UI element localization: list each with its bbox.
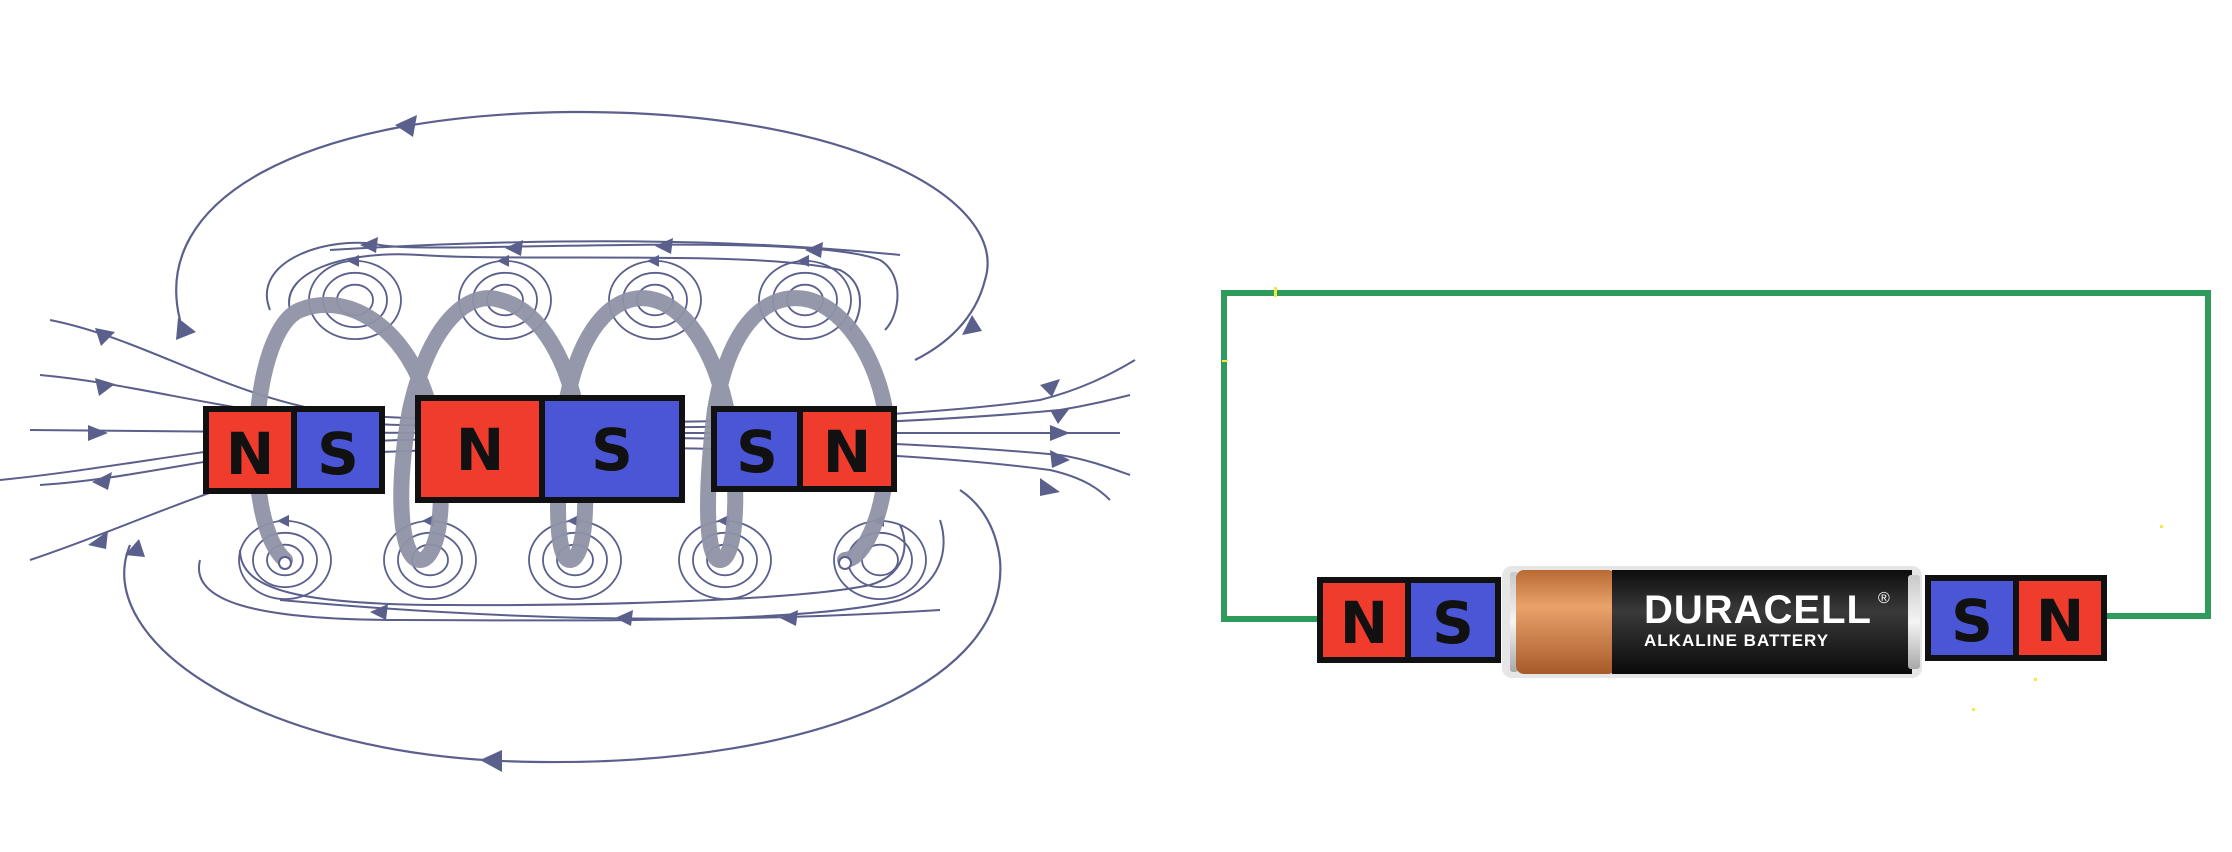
field-loop-arrow <box>277 514 289 527</box>
south-pole-label: S <box>317 420 359 488</box>
north-pole-label: N <box>2036 587 2085 655</box>
circuit-wire <box>1221 290 2211 622</box>
battery-positive-cap <box>1908 575 1920 669</box>
north-pole-label: N <box>456 416 505 484</box>
field-loop-arrow <box>567 514 579 527</box>
north-pole-block <box>415 395 545 503</box>
south-pole-block <box>291 406 385 494</box>
solenoid-field-diagram: N S N S S N <box>0 110 1136 772</box>
registered-mark: ® <box>1878 590 1890 607</box>
south-pole-block <box>1405 577 1501 663</box>
field-loop-arrow <box>717 514 729 527</box>
south-pole-label: S <box>1432 589 1474 657</box>
north-pole-label: N <box>226 420 275 488</box>
field-loop-arrow <box>347 254 359 267</box>
north-pole-label: N <box>823 418 872 486</box>
field-arrows-outer <box>125 115 982 772</box>
north-pole-block <box>1317 577 1411 663</box>
north-pole-label: N <box>1340 589 1389 657</box>
battery-black-body <box>1612 570 1912 674</box>
field-lines-inner-bottom <box>197 519 945 622</box>
field-loop <box>252 531 318 589</box>
battery-subtitle: ALKALINE BATTERY <box>1644 631 1829 650</box>
circuit-sparkles <box>1222 287 2163 711</box>
battery-brand: DURACELL <box>1644 588 1872 632</box>
south-pole-block <box>539 395 685 503</box>
south-pole-label: S <box>1951 587 1993 655</box>
field-loop-arrow <box>797 254 809 267</box>
battery-circuit: N S DURACELL ® ALKALINE BATTERY S N <box>1221 287 2211 711</box>
duracell-battery: DURACELL ® ALKALINE BATTERY <box>1502 566 1922 678</box>
north-pole-block <box>2013 575 2107 661</box>
left-magnet: N S <box>203 406 385 494</box>
right-magnet: S N <box>711 406 897 492</box>
field-loop-arrow <box>647 254 659 267</box>
coil-turn-field-circles <box>238 254 927 601</box>
circuit-left-magnet: N S <box>1317 577 1501 663</box>
center-magnet: N S <box>415 395 685 503</box>
field-loop <box>542 531 608 589</box>
field-loop <box>266 543 304 577</box>
field-loop <box>692 531 758 589</box>
north-pole-block <box>203 406 297 494</box>
battery-copper-top <box>1516 570 1616 674</box>
field-loop-arrow <box>497 254 509 267</box>
coil-end-points <box>278 556 852 570</box>
field-arrows-inner <box>360 237 823 626</box>
field-lines-outer <box>123 110 1002 764</box>
north-pole-block <box>797 406 897 492</box>
south-pole-label: S <box>591 416 633 484</box>
circuit-right-magnet: S N <box>1925 575 2107 661</box>
south-pole-label: S <box>736 418 778 486</box>
field-arrows-through <box>88 328 1070 549</box>
